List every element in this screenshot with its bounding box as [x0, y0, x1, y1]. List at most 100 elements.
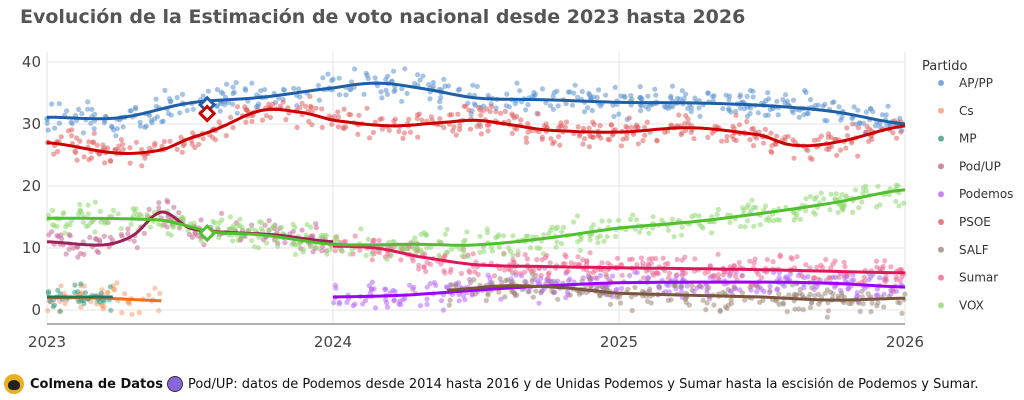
data-point — [96, 239, 103, 245]
data-point — [177, 110, 183, 116]
data-point — [613, 233, 619, 240]
data-point — [649, 256, 655, 262]
data-point — [510, 260, 516, 266]
data-point — [836, 274, 842, 280]
data-point — [442, 270, 448, 276]
data-point — [198, 217, 204, 223]
data-point — [818, 133, 825, 139]
data-point — [893, 135, 900, 141]
data-point — [74, 135, 80, 141]
data-point — [427, 281, 433, 287]
data-point — [575, 124, 581, 130]
data-point — [179, 149, 185, 155]
data-point — [676, 112, 682, 118]
data-point — [262, 87, 268, 93]
data-point — [506, 266, 512, 272]
legend-item[interactable]: VOX — [938, 298, 984, 312]
data-point — [717, 307, 723, 313]
data-point — [688, 109, 694, 115]
data-point — [120, 146, 126, 153]
data-point — [652, 86, 658, 92]
data-point — [468, 280, 474, 286]
data-point — [168, 112, 174, 118]
data-point — [832, 196, 838, 202]
data-point — [263, 113, 269, 119]
data-point — [324, 251, 330, 257]
legend-item[interactable]: Pod/UP — [938, 159, 1001, 173]
data-point — [108, 307, 114, 313]
data-point — [511, 115, 517, 121]
data-point — [457, 127, 463, 133]
data-point — [805, 274, 811, 280]
data-point — [902, 291, 908, 297]
data-point — [484, 122, 490, 128]
data-point — [619, 285, 625, 292]
data-point — [523, 279, 529, 285]
data-point — [530, 294, 536, 300]
data-point — [562, 124, 568, 130]
legend-item[interactable]: MP — [938, 132, 977, 146]
data-point — [776, 275, 782, 281]
data-point — [739, 290, 746, 296]
data-point — [512, 290, 518, 296]
data-point — [839, 192, 845, 198]
data-point — [863, 109, 870, 115]
trend-line-psoe — [46, 107, 906, 156]
legend-item[interactable]: Cs — [938, 104, 974, 118]
data-point — [109, 123, 115, 130]
data-point — [156, 205, 162, 211]
data-point — [689, 287, 695, 293]
data-point — [836, 104, 842, 110]
trend-line-appp — [46, 81, 906, 126]
data-point — [496, 244, 502, 250]
data-point — [491, 273, 498, 279]
data-point — [200, 93, 206, 99]
data-point — [624, 125, 630, 131]
data-point — [107, 158, 114, 164]
data-point — [498, 296, 504, 302]
legend-item[interactable]: Podemos — [938, 187, 1013, 201]
data-point — [551, 278, 557, 285]
data-point — [794, 211, 800, 217]
data-point — [216, 220, 222, 226]
data-point — [645, 106, 652, 112]
data-point — [102, 219, 109, 225]
legend-item[interactable]: Sumar — [938, 271, 998, 285]
data-point — [379, 126, 385, 132]
data-point — [640, 138, 646, 144]
data-point — [603, 271, 609, 277]
data-point — [744, 218, 751, 224]
data-point — [127, 108, 133, 114]
data-point — [447, 112, 453, 118]
data-point — [823, 277, 830, 283]
data-point — [530, 276, 536, 282]
data-point — [603, 92, 609, 98]
data-point — [574, 213, 581, 219]
brand-name: Colmena de Datos — [30, 376, 163, 392]
data-point — [747, 110, 753, 117]
data-point — [857, 308, 863, 314]
data-point — [737, 105, 744, 111]
legend-item[interactable]: PSOE — [938, 215, 991, 229]
data-point — [807, 97, 814, 103]
legend-item[interactable]: AP/PP — [938, 76, 993, 90]
data-point — [127, 145, 133, 151]
data-point — [697, 113, 703, 119]
data-point — [299, 100, 305, 106]
data-point — [259, 117, 266, 123]
legend-item[interactable]: SALF — [938, 243, 989, 257]
data-point — [844, 133, 851, 139]
data-point — [774, 98, 780, 104]
data-point — [679, 224, 685, 230]
data-point — [370, 129, 376, 136]
data-point — [839, 290, 845, 296]
data-point — [691, 136, 697, 142]
data-point — [139, 147, 145, 153]
data-point — [190, 106, 196, 112]
data-point — [459, 253, 465, 259]
data-point — [496, 289, 502, 295]
data-point — [517, 88, 523, 94]
data-point — [300, 246, 307, 253]
data-point — [249, 238, 255, 244]
data-point — [647, 286, 653, 292]
